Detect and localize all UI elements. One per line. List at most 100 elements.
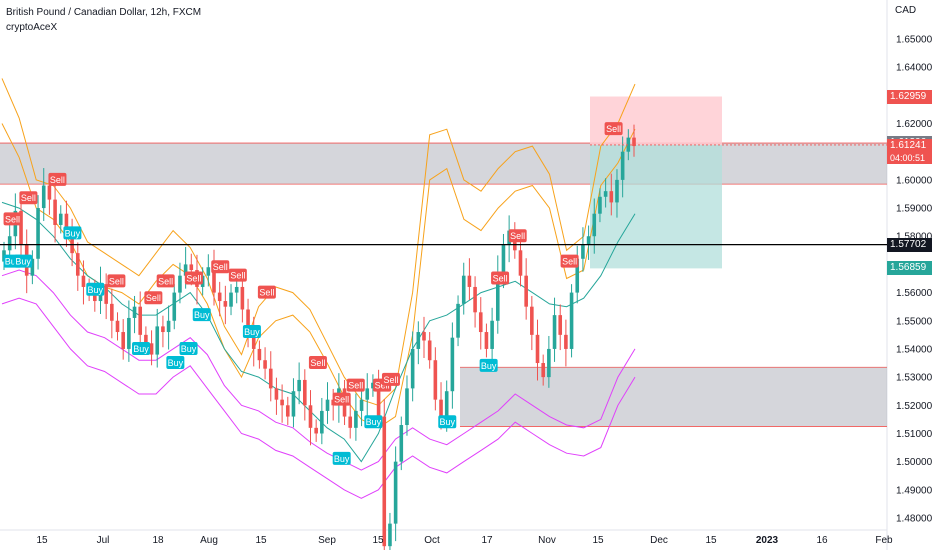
candle-body [285,405,290,417]
sell-signal: Sell [491,271,510,285]
candle-body [393,461,398,524]
price-tick-label: 1.49000 [896,485,932,496]
signal-badge [192,308,211,322]
candle-body [405,388,409,426]
signal-label: Buy [15,257,31,267]
signal-label: Buy [244,327,260,337]
price-tick-label: 1.52000 [896,401,932,412]
candle-body [359,399,364,411]
candle-body [223,301,228,307]
candle-body [172,292,177,321]
sell-signal: Sell [560,254,579,268]
symbol-title: British Pound / Canadian Dollar, 12h, FX… [6,7,202,18]
candle-body [535,334,540,364]
candle-body [490,320,494,349]
sell-signal: Sell [107,274,126,288]
candle-body [547,348,551,378]
candle-body [450,337,455,392]
candle-body [229,292,233,307]
signal-badge [144,291,163,305]
candle-body [127,317,131,349]
countdown-timer: 04:00:51 [890,152,926,163]
candle-body [7,236,12,251]
candle-body [501,244,506,273]
candle-body [81,275,86,287]
candle-body [541,363,545,378]
signal-label: Buy [168,358,184,368]
candle-body [47,185,52,200]
price-tick-label: 1.50000 [896,457,932,468]
author-name: cryptoAceX [6,22,58,33]
signal-label: Sell [230,271,245,281]
signal-label: Sell [109,276,124,286]
signal-badge [156,274,175,288]
candle-body [144,334,148,344]
buy-signal: Buy [14,254,33,268]
price-tick-label: 1.53000 [896,373,932,384]
candle-body [478,312,483,333]
signal-label: Sell [50,175,65,185]
candle-body [178,275,182,293]
candle-body [234,286,239,293]
candle-body [183,264,188,276]
sell-signal: Sell [3,212,22,226]
candle-body [280,399,284,406]
candle-body [110,303,114,321]
sell-signal: Sell [381,372,400,386]
price-tag-value: 1.57702 [890,238,927,250]
signal-badge [332,451,351,465]
candle-body [19,210,23,245]
candle-body [155,326,160,355]
buy-signal: Buy [332,451,351,465]
candle-body [189,264,194,271]
candle-body [620,151,625,180]
signal-label: Sell [213,262,228,272]
buy-signal: Buy [86,282,105,296]
price-tick-label: 1.58000 [896,232,932,243]
sell-signal: Sell [508,229,527,243]
candle-body [410,348,415,389]
candle-body [416,332,421,349]
signal-badge [604,122,623,136]
sell-signal: Sell [19,191,38,205]
candle-body [240,286,245,310]
band-upper-outer [1,78,636,406]
candle-body [598,196,602,214]
band-lower-inner [1,269,636,471]
candle-body [115,320,120,333]
price-tick-label: 1.60000 [896,175,932,186]
signal-label: Sell [510,231,525,241]
candle-body [75,253,80,276]
candle-body [58,213,63,225]
candle-body [206,267,211,276]
sell-signal: Sell [48,172,67,186]
candle-body [325,399,330,411]
signal-badge [308,356,327,370]
signal-badge [184,271,203,285]
candle-body [30,258,35,276]
price-tag-value: 1.56859 [890,262,927,274]
buy-signal: Buy [192,308,211,322]
candle-body [274,388,279,400]
buy-signal: Buy [179,341,198,355]
candle-body [308,405,313,428]
candle-body [473,286,477,313]
candle-body [632,137,636,147]
candle-body [615,179,619,203]
candle-body [439,399,443,417]
price-tag: 1.56859 [887,261,932,276]
buy-signal: Buy [132,341,151,355]
chart-header: British Pound / Canadian Dollar, 12h, FX… [6,5,201,35]
price-tick-label: 1.65000 [896,35,932,46]
time-tick-label: Feb [875,535,893,546]
candle-body [609,191,614,203]
price-tag: 1.62959 [887,89,932,104]
candle-body [121,332,125,349]
candle-body [297,379,301,392]
candle-body [382,416,387,547]
candle-body [257,348,262,361]
signal-badge [364,415,383,429]
candle-body [626,137,631,152]
candle-body [575,258,580,293]
